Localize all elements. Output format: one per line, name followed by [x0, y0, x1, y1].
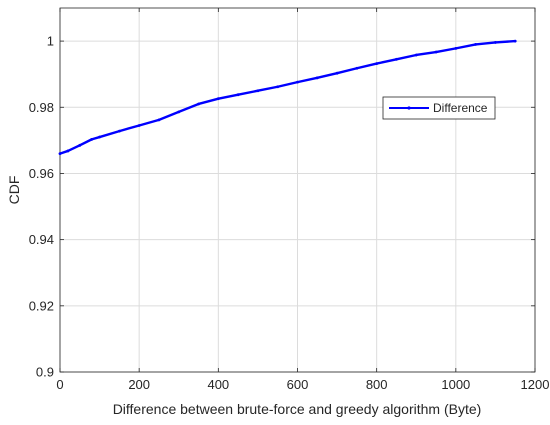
data-point [315, 76, 319, 80]
data-point [90, 137, 94, 141]
data-point [454, 46, 458, 50]
x-tick-label: 1000 [441, 377, 470, 392]
data-point [58, 152, 62, 156]
y-tick-label: 0.9 [36, 365, 54, 380]
data-point [177, 110, 181, 114]
x-tick-label: 400 [207, 377, 229, 392]
data-point [157, 118, 161, 122]
y-axis-label: CDF [6, 176, 22, 205]
y-tick-label: 0.92 [29, 298, 54, 313]
data-point [414, 53, 418, 57]
data-point [494, 41, 497, 44]
data-point [197, 102, 200, 106]
data-point [335, 71, 339, 75]
data-point [296, 80, 299, 84]
data-point [395, 57, 398, 61]
x-tick-label: 600 [287, 377, 309, 392]
series [58, 39, 517, 156]
data-point [355, 66, 359, 70]
axes [59, 7, 536, 373]
data-point [256, 89, 260, 93]
legend-marker [407, 106, 411, 110]
data-point [216, 97, 220, 101]
data-point [276, 85, 280, 89]
y-tick-label: 0.96 [29, 166, 54, 181]
data-point [474, 43, 478, 46]
y-tick-label: 1 [47, 34, 54, 49]
data-point [117, 129, 121, 133]
x-tick-label: 200 [128, 377, 150, 392]
data-point [434, 50, 438, 54]
tick-labels: 0 200 400 600 800 1000 1200 0.9 0.92 0.94 0.96 0.98… [29, 34, 550, 392]
x-tick-label: 0 [56, 377, 63, 392]
data-point [66, 149, 70, 153]
data-point [98, 135, 101, 139]
data-point [513, 39, 517, 43]
data-point [137, 124, 141, 127]
legend-label: Difference [433, 101, 488, 115]
y-tick-label: 0.98 [29, 100, 54, 115]
x-tick-label: 1200 [521, 377, 550, 392]
x-tick-label: 800 [366, 377, 388, 392]
series-line [58, 39, 517, 155]
data-point [78, 143, 82, 147]
legend-box [382, 96, 496, 120]
legend: Difference [382, 96, 496, 120]
data-point [236, 93, 240, 97]
y-tick-label: 0.94 [29, 232, 54, 247]
data-point [375, 62, 379, 65]
x-axis-label: Difference between brute-force and greed… [113, 401, 482, 417]
